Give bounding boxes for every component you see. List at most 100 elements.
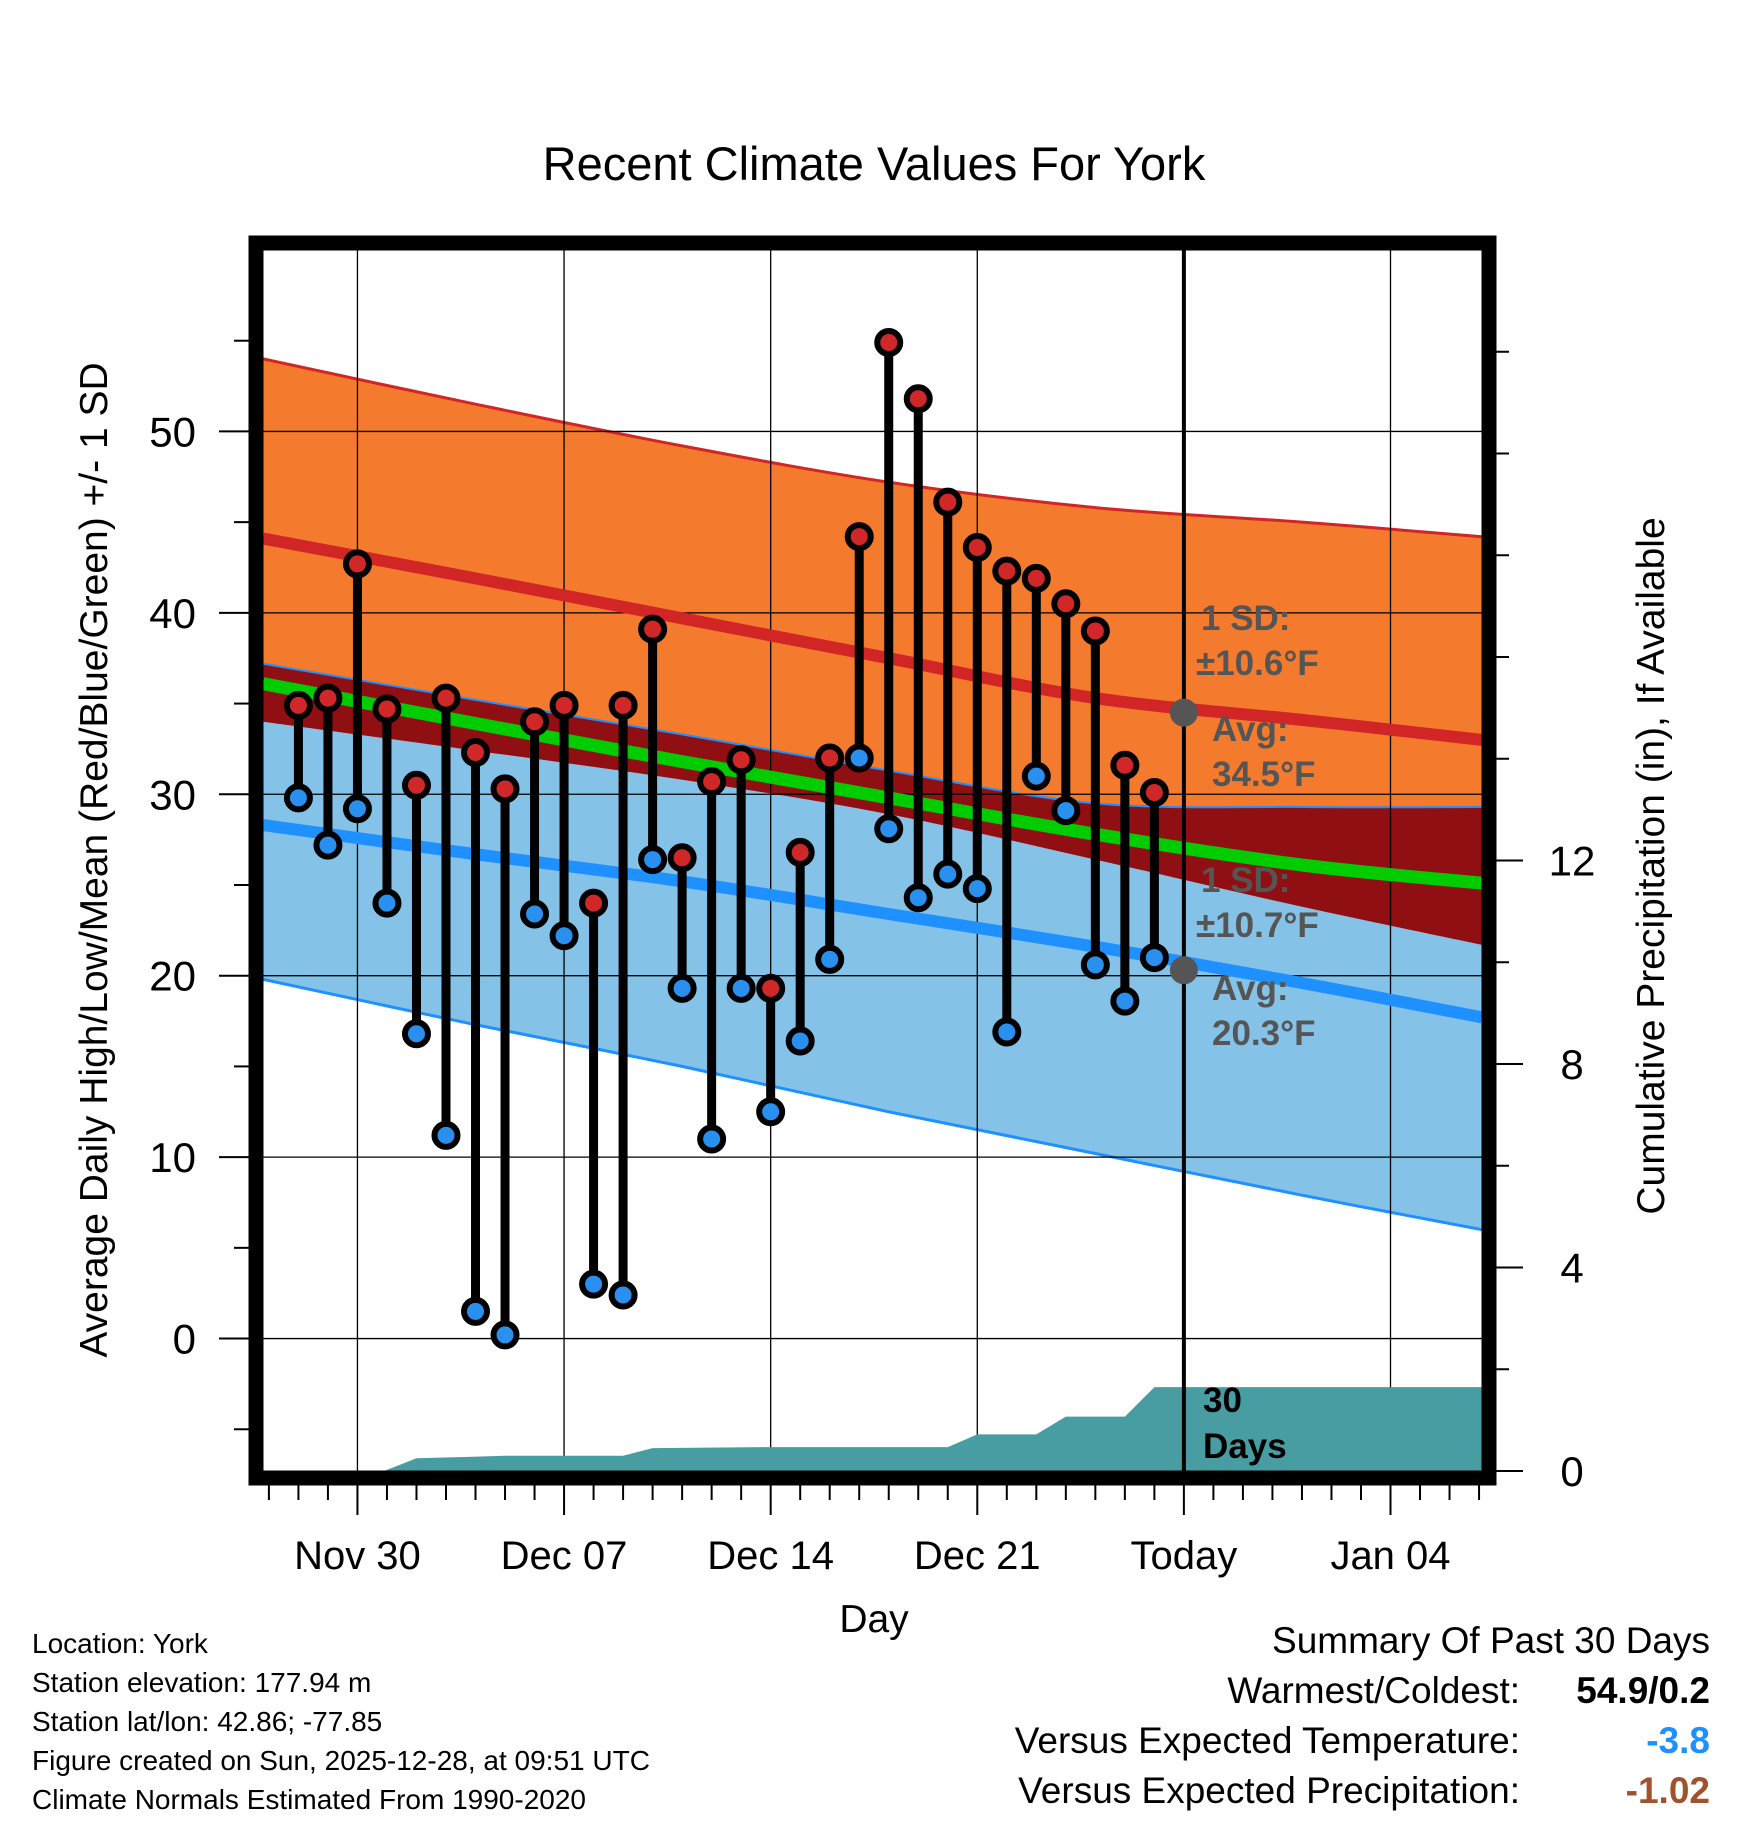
low-point: [461, 1296, 491, 1326]
y-axis-label: Average Daily High/Low/Mean (Red/Blue/Gr…: [73, 362, 116, 1357]
low-point: [608, 1280, 638, 1310]
high-point: [962, 533, 992, 563]
low-point: [638, 845, 668, 875]
x-tick-label: Jan 04: [1330, 1534, 1450, 1578]
summary-warmest-row: Warmest/Coldest: 54.9/0.2: [1015, 1666, 1710, 1716]
low-point: [520, 899, 550, 929]
high-point: [785, 837, 815, 867]
low-avg-value: 20.3°F: [1212, 1014, 1316, 1053]
low-point: [756, 1097, 786, 1127]
low-point: [933, 859, 963, 889]
high-avg-label: Avg:: [1212, 710, 1288, 749]
low-point: [1021, 761, 1051, 791]
low-point: [992, 1017, 1022, 1047]
x-tick-label: Nov 30: [294, 1534, 421, 1578]
y2-axis-label: Cumulative Precipitation (in), If Availa…: [1630, 517, 1673, 1214]
temp-value: -3.8: [1646, 1720, 1710, 1761]
high-point: [844, 522, 874, 552]
summary-title: Summary Of Past 30 Days: [1272, 1620, 1710, 1661]
warmest-label: Warmest/Coldest:: [1227, 1670, 1520, 1711]
high-point: [874, 328, 904, 358]
elevation-text: Station elevation: 177.94 m: [32, 1667, 372, 1698]
high-point: [342, 549, 372, 579]
high-sd-label: 1 SD:: [1201, 599, 1290, 638]
high-point: [903, 384, 933, 414]
high-point: [726, 745, 756, 775]
high-point: [490, 774, 520, 804]
low-point: [962, 874, 992, 904]
high-point: [697, 767, 727, 797]
location-text: Location: York: [32, 1628, 208, 1659]
daily-range-stems: [293, 342, 1159, 1335]
normals-text: Climate Normals Estimated From 1990-2020: [32, 1784, 586, 1815]
axes: 0 10 20 30 40 50 0 4 8 12 Nov 30 Dec 07 Dec 14 Dec 21…: [149, 339, 1595, 1578]
temp-label: Versus Expected Temperature:: [1014, 1720, 1520, 1761]
low-point: [342, 794, 372, 824]
high-point: [933, 487, 963, 517]
low-point: [313, 830, 343, 860]
summary-panel: Summary Of Past 30 Days Warmest/Coldest:…: [1015, 1616, 1710, 1816]
low-point: [1110, 986, 1140, 1016]
x-tick-label: Dec 21: [914, 1534, 1041, 1578]
high-point: [1051, 589, 1081, 619]
high-point: [1139, 777, 1169, 807]
low-point: [726, 973, 756, 1003]
high-point: [579, 888, 609, 918]
precipitation-layer: [263, 1387, 1482, 1471]
x-tick-label: Dec 07: [501, 1534, 628, 1578]
y2-tick-label: 8: [1560, 1041, 1583, 1088]
today-low-avg-dot: [1169, 956, 1198, 985]
low-point: [283, 783, 313, 813]
low-sd-value: ±10.7°F: [1196, 906, 1319, 945]
low-point: [785, 1026, 815, 1056]
chart-title: Recent Climate Values For York: [543, 137, 1206, 190]
station-info: Location: York Station elevation: 177.94…: [32, 1624, 650, 1819]
high-point: [372, 694, 402, 724]
low-point: [903, 883, 933, 913]
daily-markers: [283, 328, 1169, 1350]
y2-tick-label: 4: [1560, 1245, 1583, 1292]
high-avg-value: 34.5°F: [1212, 755, 1316, 794]
y2-tick-label: 0: [1560, 1448, 1583, 1495]
high-point: [756, 973, 786, 1003]
low-point: [1139, 943, 1169, 973]
precip-value: -1.02: [1625, 1770, 1710, 1811]
annotations: 1 SD: ±10.6°F Avg: 34.5°F 1 SD: ±10.7°F …: [1196, 599, 1319, 1466]
high-point: [461, 738, 491, 768]
high-point: [815, 743, 845, 773]
low-point: [697, 1124, 727, 1154]
plot-frame: [248, 235, 1497, 1486]
summary-precip-row: Versus Expected Precipitation: -1.02: [1015, 1766, 1710, 1816]
high-point: [667, 843, 697, 873]
low-point: [1051, 796, 1081, 826]
high-point: [401, 770, 431, 800]
warmest-value: 54.9/0.2: [1576, 1670, 1710, 1711]
x-axis-label: Day: [839, 1598, 909, 1641]
y-tick-label: 30: [149, 771, 196, 818]
low-avg-label: Avg:: [1212, 969, 1288, 1008]
high-point: [1110, 750, 1140, 780]
low-point: [372, 888, 402, 918]
low-point: [431, 1120, 461, 1150]
y-tick-label: 40: [149, 590, 196, 637]
today-layer: [1169, 250, 1198, 1471]
plot-area: [263, 250, 1482, 1471]
high-point: [638, 614, 668, 644]
y-tick-label: 50: [149, 408, 196, 455]
low-sd-label: 1 SD:: [1201, 861, 1290, 900]
high-point: [608, 690, 638, 720]
high-sd-value: ±10.6°F: [1196, 644, 1319, 683]
high-point: [520, 707, 550, 737]
high-point: [549, 690, 579, 720]
low-point: [401, 1019, 431, 1049]
days-label-text: Days: [1203, 1427, 1287, 1466]
low-point: [815, 944, 845, 974]
y-tick-label: 0: [173, 1316, 196, 1363]
y-tick-label: 20: [149, 953, 196, 1000]
days-label-number: 30: [1203, 1381, 1242, 1420]
low-point: [549, 921, 579, 951]
y-tick-label: 10: [149, 1134, 196, 1181]
low-point: [579, 1269, 609, 1299]
precip-label: Versus Expected Precipitation:: [1018, 1770, 1520, 1811]
